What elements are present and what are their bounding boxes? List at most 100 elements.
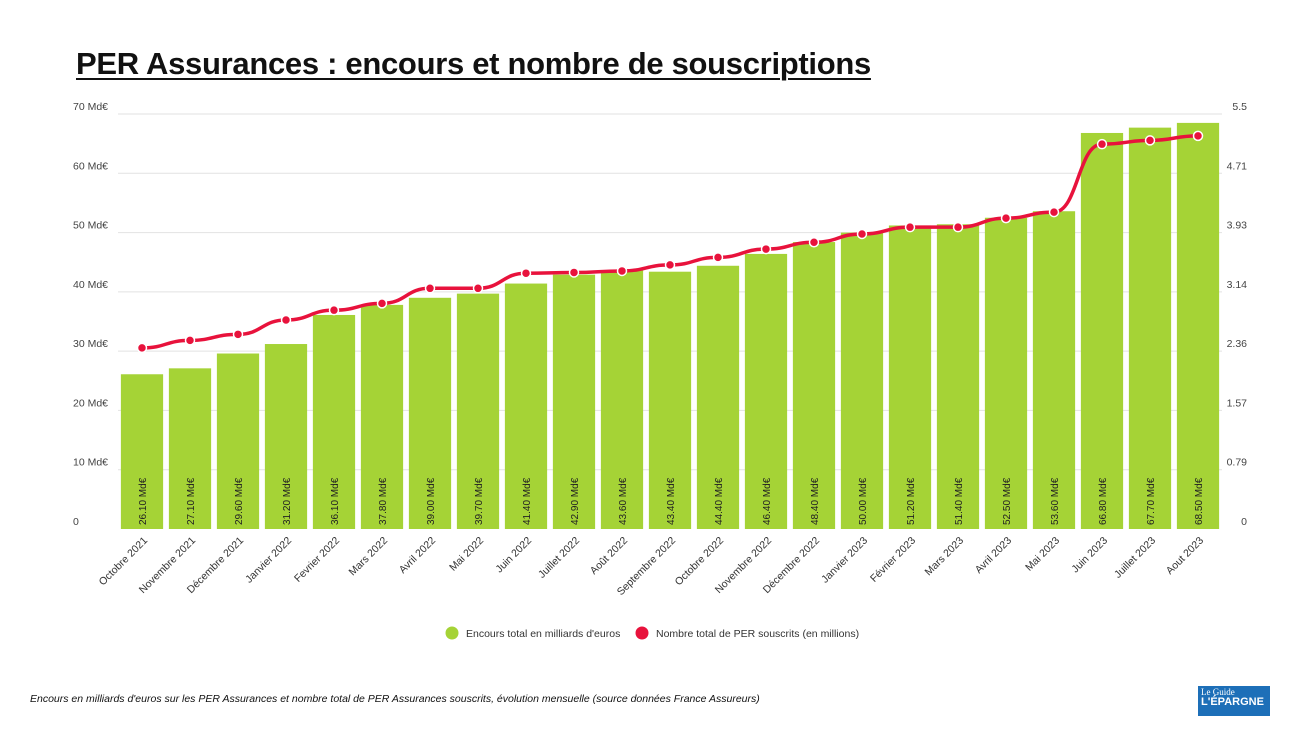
line-point — [808, 237, 820, 248]
left-tick-label: 20 Md€ — [73, 397, 108, 409]
x-tick-label: Juillet 2022 — [536, 535, 582, 581]
x-tick-label: Février 2023 — [868, 535, 918, 585]
line-point — [472, 283, 484, 294]
line-point — [232, 329, 244, 340]
left-tick-label: 70 Md€ — [73, 101, 108, 113]
left-tick-label: 0 — [73, 516, 79, 528]
line-point — [280, 314, 292, 326]
bar — [1032, 211, 1076, 529]
legend-bar-label: Encours total en milliards d'euros — [466, 628, 620, 640]
left-tick-label: 60 Md€ — [73, 160, 108, 172]
bar-data-label: 51.40 Md€ — [954, 477, 965, 525]
bar — [1080, 132, 1124, 529]
bar — [840, 232, 884, 530]
left-tick-label: 50 Md€ — [73, 220, 108, 232]
bar — [504, 283, 548, 529]
x-tick-label: Juin 2022 — [493, 535, 534, 576]
right-tick-label: 0.79 — [1227, 457, 1248, 469]
bar — [936, 224, 980, 529]
x-tick-label: Mars 2022 — [347, 535, 391, 579]
x-tick-label: Juin 2023 — [1069, 535, 1110, 576]
bar-data-label: 51.20 Md€ — [906, 477, 917, 525]
line-point — [1144, 135, 1156, 146]
line-point — [1048, 206, 1060, 218]
line-point — [856, 228, 868, 240]
left-tick-label: 10 Md€ — [73, 457, 108, 469]
bar-data-label: 31.20 Md€ — [282, 477, 293, 525]
right-tick-label: 3.14 — [1227, 279, 1248, 291]
bar — [120, 374, 164, 529]
left-tick-label: 30 Md€ — [73, 338, 108, 350]
line-point — [376, 298, 388, 309]
legend-bar-marker — [445, 626, 459, 640]
x-tick-label: Mai 2023 — [1023, 535, 1062, 574]
x-tick-label: Aout 2023 — [1164, 535, 1206, 577]
x-tick-label: Mai 2022 — [447, 535, 486, 574]
right-tick-label: 4.71 — [1227, 160, 1248, 172]
x-tick-label: Avril 2023 — [973, 535, 1014, 576]
chart-title: PER Assurances : encours et nombre de so… — [76, 46, 871, 81]
legend-line-marker — [635, 626, 649, 640]
bar — [744, 253, 788, 529]
bar-data-label: 37.80 Md€ — [378, 477, 389, 525]
bar-data-label: 39.00 Md€ — [426, 477, 437, 525]
bar-data-label: 36.10 Md€ — [330, 477, 341, 525]
x-tick-label: Avril 2022 — [397, 535, 438, 576]
x-tick-label: Octobre 2022 — [673, 535, 727, 589]
bar — [600, 270, 644, 529]
bar — [1176, 122, 1220, 530]
bar — [648, 271, 692, 529]
bar — [792, 242, 836, 530]
bar-data-label: 43.60 Md€ — [618, 477, 629, 525]
bar-data-label: 46.40 Md€ — [762, 477, 773, 525]
line-point — [952, 221, 964, 233]
bar-data-label: 27.10 Md€ — [186, 477, 197, 525]
bar-data-label: 43.40 Md€ — [666, 477, 677, 525]
bar — [312, 314, 356, 529]
left-tick-label: 40 Md€ — [73, 279, 108, 291]
logo: Le Guide L'ÉPARGNE — [1198, 686, 1270, 716]
bar-data-label: 44.40 Md€ — [714, 477, 725, 525]
x-tick-label: Fevrier 2022 — [292, 535, 342, 585]
caption: Encours en milliards d'euros sur les PER… — [30, 693, 760, 705]
x-tick-label: Octobre 2021 — [97, 535, 151, 589]
line-point — [760, 243, 772, 255]
bar-data-label: 48.40 Md€ — [810, 477, 821, 525]
right-tick-label: 3.93 — [1227, 220, 1248, 232]
bar-data-label: 53.60 Md€ — [1050, 477, 1061, 525]
right-tick-label: 5.5 — [1232, 101, 1247, 113]
line-point — [616, 265, 628, 277]
right-tick-label: 0 — [1241, 516, 1247, 528]
x-tick-label: Janvier 2022 — [243, 535, 294, 586]
bar — [984, 217, 1028, 529]
bar — [216, 353, 260, 529]
line-point — [1192, 130, 1204, 142]
bar — [552, 274, 596, 529]
x-tick-label: Mars 2023 — [923, 535, 967, 579]
line-point — [664, 259, 676, 271]
line-point — [1000, 212, 1012, 224]
legend-line-label: Nombre total de PER souscrits (en millio… — [656, 628, 859, 640]
bar-data-label: 26.10 Md€ — [138, 477, 149, 525]
bar-data-label: 41.40 Md€ — [522, 477, 533, 525]
line-point — [136, 342, 148, 354]
line-point — [184, 335, 196, 346]
line-point — [568, 267, 580, 278]
line-point — [424, 283, 436, 294]
bar — [360, 304, 404, 529]
bar-data-label: 67.70 Md€ — [1146, 477, 1157, 525]
bar-data-label: 68.50 Md€ — [1194, 477, 1205, 525]
right-tick-label: 1.57 — [1227, 397, 1248, 409]
bar — [456, 293, 500, 529]
bar-data-label: 39.70 Md€ — [474, 477, 485, 525]
bar-data-label: 50.00 Md€ — [858, 477, 869, 525]
line-point — [520, 267, 532, 279]
bar — [888, 225, 932, 529]
x-tick-label: Juillet 2023 — [1112, 535, 1158, 581]
bar-data-label: 66.80 Md€ — [1098, 477, 1109, 525]
bar-data-label: 29.60 Md€ — [234, 477, 245, 525]
bar — [264, 344, 308, 529]
line-point — [904, 221, 916, 233]
bar — [1128, 127, 1172, 529]
